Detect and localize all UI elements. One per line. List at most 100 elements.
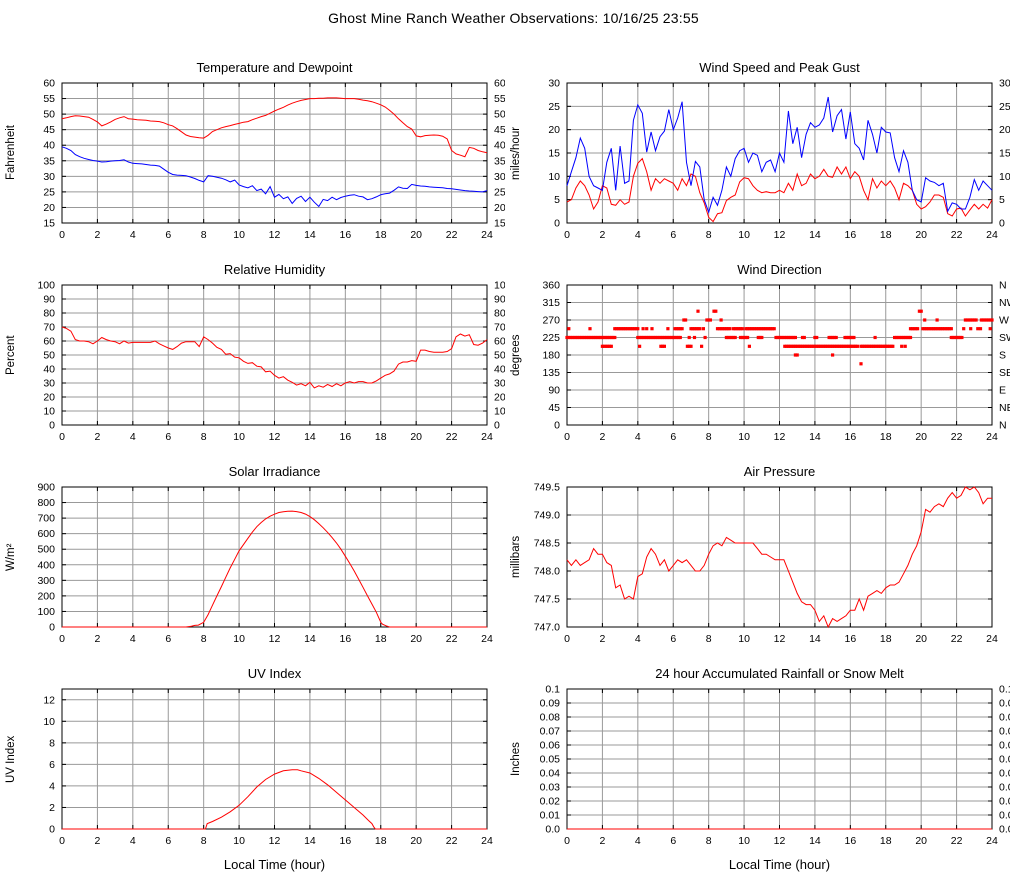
svg-text:20: 20	[410, 229, 422, 241]
svg-text:16: 16	[844, 431, 856, 443]
svg-text:15: 15	[43, 218, 55, 230]
svg-text:20: 20	[410, 835, 422, 847]
svg-text:270: 270	[542, 315, 560, 327]
svg-text:0: 0	[59, 633, 65, 645]
svg-text:50: 50	[43, 109, 55, 121]
svg-text:10: 10	[233, 229, 245, 241]
svg-text:2: 2	[599, 431, 605, 443]
chart-relative-humidity: Relative Humidity Percent 0 2 4 6 8 10 12 14 16 1…	[0, 260, 505, 450]
svg-text:20: 20	[494, 202, 505, 214]
svg-text:60: 60	[43, 336, 55, 348]
svg-text:749.0: 749.0	[534, 510, 560, 522]
svg-text:14: 14	[304, 633, 316, 645]
svg-text:0.06: 0.06	[999, 740, 1010, 752]
svg-text:8: 8	[706, 633, 712, 645]
svg-text:0.1: 0.1	[999, 684, 1010, 696]
svg-text:315: 315	[542, 297, 560, 309]
svg-text:22: 22	[951, 633, 963, 645]
svg-text:100: 100	[37, 280, 55, 292]
svg-text:45: 45	[548, 402, 560, 414]
svg-text:0.05: 0.05	[999, 754, 1010, 766]
page-title: Ghost Mine Ranch Weather Observations: 1…	[328, 10, 699, 26]
relative-humidity-plot: 0 2 4 6 8 10 12 14 16 18 20 22 240102030405060708090…	[37, 280, 505, 443]
y-axis-label: millibars	[510, 535, 522, 579]
svg-text:5: 5	[554, 194, 560, 206]
svg-text:20: 20	[915, 633, 927, 645]
svg-text:40: 40	[494, 364, 505, 376]
svg-text:2: 2	[94, 431, 100, 443]
svg-text:0: 0	[564, 835, 570, 847]
svg-text:50: 50	[43, 350, 55, 362]
svg-text:100: 100	[494, 280, 505, 292]
svg-text:18: 18	[880, 835, 892, 847]
svg-text:SW: SW	[999, 332, 1010, 344]
svg-text:S: S	[999, 350, 1006, 362]
svg-text:25: 25	[494, 186, 505, 198]
y-axis-label: W/m²	[5, 543, 17, 571]
svg-text:8: 8	[706, 431, 712, 443]
svg-text:6: 6	[670, 431, 676, 443]
svg-text:0.0: 0.0	[545, 824, 560, 836]
y-axis-label: Inches	[510, 742, 522, 776]
chart-uv-index: UV Index UV Index 0 2 4 6 8 10 12 14 16 18 20 22 24 0…	[0, 664, 505, 876]
svg-text:0: 0	[494, 420, 500, 432]
x-axis-label: Local Time (hour)	[728, 857, 831, 872]
y-axis-label: Fahrenheit	[5, 125, 17, 181]
svg-text:0: 0	[999, 218, 1005, 230]
svg-text:16: 16	[339, 633, 351, 645]
chart-title: 24 hour Accumulated Rainfall or Snow Mel…	[655, 666, 904, 681]
svg-text:100: 100	[37, 606, 55, 618]
svg-text:15: 15	[999, 148, 1010, 160]
svg-text:0.07: 0.07	[540, 726, 561, 738]
svg-text:22: 22	[951, 835, 963, 847]
svg-text:747.0: 747.0	[534, 622, 560, 634]
svg-text:749.5: 749.5	[534, 482, 560, 494]
svg-text:50: 50	[494, 350, 505, 362]
svg-text:55: 55	[494, 93, 505, 105]
svg-text:0.09: 0.09	[540, 698, 561, 710]
chart-body: miles/hour 0 2 4 6 8 10 12 14 16 18 20 22 24 0 5 10 15 20…	[505, 78, 1010, 248]
chart-air-pressure: Air Pressure millibars 0 2 4 6 8 10 12 14 16 18 20…	[505, 462, 1010, 652]
svg-text:14: 14	[809, 229, 821, 241]
svg-text:0: 0	[564, 431, 570, 443]
svg-text:NE: NE	[999, 402, 1010, 414]
svg-text:N: N	[999, 280, 1007, 292]
svg-text:0.04: 0.04	[540, 768, 561, 780]
svg-text:2: 2	[599, 229, 605, 241]
svg-text:12: 12	[774, 431, 786, 443]
svg-text:360: 360	[542, 280, 560, 292]
svg-text:24: 24	[986, 229, 998, 241]
svg-text:70: 70	[494, 322, 505, 334]
svg-text:10: 10	[43, 406, 55, 418]
svg-text:14: 14	[809, 431, 821, 443]
svg-text:20: 20	[915, 431, 927, 443]
svg-text:8: 8	[706, 229, 712, 241]
x-axis-label: Local Time (hour)	[223, 857, 326, 872]
svg-text:12: 12	[269, 431, 281, 443]
svg-text:45: 45	[43, 124, 55, 136]
wind-direction-plot: 0 2 4 6 8 10 12 14 16 18 20 22 240459013518022527031…	[542, 280, 1010, 443]
svg-text:0: 0	[59, 431, 65, 443]
svg-text:6: 6	[165, 431, 171, 443]
svg-text:0.06: 0.06	[540, 740, 561, 752]
svg-text:NW: NW	[999, 297, 1010, 309]
svg-text:2: 2	[94, 835, 100, 847]
svg-text:16: 16	[339, 431, 351, 443]
svg-text:12: 12	[774, 835, 786, 847]
svg-text:14: 14	[304, 229, 316, 241]
svg-text:0.03: 0.03	[540, 782, 561, 794]
svg-text:6: 6	[670, 633, 676, 645]
svg-text:25: 25	[999, 101, 1010, 113]
svg-text:8: 8	[201, 431, 207, 443]
chart-body: W/m² 0 2 4 6 8 10 12 14 16 18 20 22 24 0 100 200 300 400 5…	[0, 482, 505, 652]
svg-text:6: 6	[49, 759, 55, 771]
svg-text:20: 20	[494, 392, 505, 404]
svg-text:35: 35	[43, 155, 55, 167]
svg-text:24: 24	[986, 431, 998, 443]
chart-title: Relative Humidity	[223, 262, 326, 277]
svg-text:12: 12	[774, 229, 786, 241]
svg-text:40: 40	[494, 140, 505, 152]
svg-text:225: 225	[542, 332, 560, 344]
chart-body: Percent 0 2 4 6 8 10 12 14 16 18 20 22 24 0 10 20 30 40 50…	[0, 280, 505, 450]
svg-text:22: 22	[951, 229, 963, 241]
